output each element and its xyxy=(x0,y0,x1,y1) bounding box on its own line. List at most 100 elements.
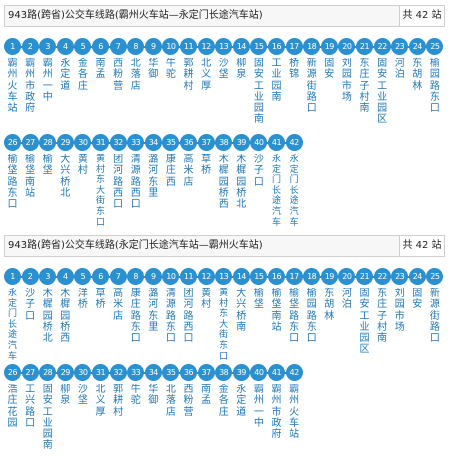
bus-stop[interactable]: 24 固安 xyxy=(408,268,426,360)
bus-stop[interactable]: 32 团河路西口 xyxy=(109,134,127,226)
bus-stop[interactable]: 29 柳泉 xyxy=(56,364,74,456)
bus-stop[interactable]: 34 华御 xyxy=(144,364,162,456)
bus-stop[interactable]: 38 金各庄 xyxy=(215,364,233,456)
bus-stop[interactable]: 38 木樨园桥西 xyxy=(215,134,233,226)
bus-stop[interactable]: 41 永定门长途汽车站 xyxy=(268,134,285,226)
bus-stop[interactable]: 21 固安工业园区 xyxy=(356,268,373,360)
bus-stop[interactable]: 12 黄村 xyxy=(197,268,215,360)
bus-stop[interactable]: 19 东胡林 xyxy=(320,268,338,360)
bus-stop[interactable]: 28 固安工业园南 xyxy=(39,364,57,456)
bus-stop[interactable]: 16 工业园南 xyxy=(268,38,285,130)
bus-stop[interactable]: 27 工兴路口 xyxy=(21,364,39,456)
bus-stop[interactable]: 9 华御 xyxy=(144,38,162,130)
bus-stop[interactable]: 8 北落店 xyxy=(127,38,145,130)
bus-stop[interactable]: 1 永定门长途汽车站 xyxy=(4,268,21,360)
bus-stop[interactable]: 35 康庄西 xyxy=(162,134,180,226)
bus-stop[interactable]: 5 洋桥 xyxy=(74,268,92,360)
bus-stop[interactable]: 9 潞河东里 xyxy=(144,268,162,360)
bus-stop[interactable]: 2 沙子口 xyxy=(21,268,39,360)
bus-stop[interactable]: 42 霸州火车站 xyxy=(285,364,303,456)
bus-stop[interactable]: 28 榆垡 xyxy=(39,134,57,226)
bus-stop[interactable]: 7 西粉营 xyxy=(109,38,127,130)
bus-stop[interactable]: 6 南孟 xyxy=(92,38,109,130)
bus-stop[interactable]: 12 北义厚 xyxy=(197,38,215,130)
bus-stop[interactable]: 27 榆垡南站 xyxy=(21,134,39,226)
bus-stop[interactable]: 22 东庄子村南 xyxy=(373,268,391,360)
bus-stop[interactable]: 22 固安工业园区 xyxy=(373,38,391,130)
bus-stop[interactable]: 23 河泊 xyxy=(391,38,409,130)
bus-stop[interactable]: 29 大兴桥北 xyxy=(56,134,74,226)
stop-name: 木樨园桥北 xyxy=(236,154,247,211)
bus-stop[interactable]: 11 郭耕村 xyxy=(180,38,197,130)
bus-stop[interactable]: 20 刘园市场 xyxy=(338,38,356,130)
stop-number-badge: 16 xyxy=(268,38,285,55)
bus-stop[interactable]: 25 新源街路口 xyxy=(426,268,444,360)
bus-stop[interactable]: 26 榆垡路东口 xyxy=(4,134,21,226)
stop-number-badge: 19 xyxy=(320,38,338,55)
bus-stop[interactable]: 33 牛驼 xyxy=(127,364,145,456)
bus-stop[interactable]: 32 郭耕村 xyxy=(109,364,127,456)
bus-stop[interactable]: 39 木樨园桥北 xyxy=(232,134,250,226)
bus-stop[interactable]: 35 北落店 xyxy=(162,364,180,456)
bus-stop[interactable]: 17 桥锦 xyxy=(285,38,303,130)
bus-stop[interactable]: 36 西粉营 xyxy=(180,364,197,456)
bus-stop[interactable]: 34 潞河东里 xyxy=(144,134,162,226)
bus-stop[interactable]: 26 浩庄花园 xyxy=(4,364,21,456)
bus-stop[interactable]: 37 草桥 xyxy=(197,134,215,226)
stop-number-badge: 23 xyxy=(391,268,409,285)
bus-stop[interactable]: 39 永定道 xyxy=(232,364,250,456)
bus-stop[interactable]: 8 康庄路东口 xyxy=(127,268,145,360)
bus-stop[interactable]: 31 黄村东大街东口 xyxy=(92,134,109,226)
bus-stop[interactable]: 14 柳泉 xyxy=(232,38,250,130)
stop-number-badge: 2 xyxy=(21,268,39,285)
stop-name: 洋桥 xyxy=(77,288,88,311)
bus-stop[interactable]: 16 榆垡南站 xyxy=(268,268,285,360)
stop-number-badge: 7 xyxy=(109,268,127,285)
bus-stop[interactable]: 4 永定道 xyxy=(56,38,74,130)
stop-number-badge: 39 xyxy=(232,364,250,381)
bus-stop[interactable]: 40 霸州一中 xyxy=(250,364,268,456)
bus-stop[interactable]: 17 榆垡路东口 xyxy=(285,268,303,360)
bus-stop[interactable]: 13 沙垡 xyxy=(215,38,233,130)
bus-stop[interactable]: 5 金各庄 xyxy=(74,38,92,130)
bus-stop[interactable]: 4 木樨园桥西 xyxy=(56,268,74,360)
bus-stop[interactable]: 25 榆园路东口 xyxy=(426,38,444,130)
bus-stop[interactable]: 18 榆园路东口 xyxy=(303,268,321,360)
bus-stop[interactable]: 36 高米店 xyxy=(180,134,197,226)
bus-stop[interactable]: 10 牛驼 xyxy=(162,38,180,130)
bus-stop[interactable]: 7 高米店 xyxy=(109,268,127,360)
bus-stop[interactable]: 14 大兴桥南 xyxy=(232,268,250,360)
bus-stop[interactable]: 23 刘园市场 xyxy=(391,268,409,360)
bus-stop[interactable]: 6 草桥 xyxy=(92,268,109,360)
stop-name: 西粉营 xyxy=(113,58,124,92)
bus-stop[interactable]: 24 东胡林 xyxy=(408,38,426,130)
bus-stop[interactable]: 42 永定门长途汽车站 xyxy=(285,134,303,226)
bus-stop[interactable]: 21 东庄子村南 xyxy=(356,38,373,130)
bus-stop[interactable]: 15 榆垡 xyxy=(250,268,268,360)
bus-stop[interactable]: 11 团河路西口 xyxy=(180,268,197,360)
stop-number-badge: 8 xyxy=(127,38,145,55)
route-header: 943路(跨省)公交车线路(霸州火车站—永定门长途汽车站) 共 42 站 xyxy=(4,5,445,27)
stop-name: 霸州市政府 xyxy=(271,384,282,441)
bus-stop[interactable]: 37 南孟 xyxy=(197,364,215,456)
stop-number-badge: 28 xyxy=(39,134,57,151)
bus-stop[interactable]: 40 沙子口 xyxy=(250,134,268,226)
bus-stop[interactable]: 19 固安 xyxy=(320,38,338,130)
bus-stop[interactable]: 10 清源路东口 xyxy=(162,268,180,360)
bus-stop[interactable]: 30 黄村 xyxy=(74,134,92,226)
bus-stop[interactable]: 1 霸州火车站 xyxy=(4,38,21,130)
stop-name: 北落店 xyxy=(130,58,141,92)
stop-number-badge: 23 xyxy=(391,38,409,55)
bus-stop[interactable]: 15 固安工业园南 xyxy=(250,38,268,130)
bus-stop[interactable]: 41 霸州市政府 xyxy=(268,364,285,456)
bus-stop[interactable]: 3 木樨园桥北 xyxy=(39,268,57,360)
bus-stop[interactable]: 3 霸州一中 xyxy=(39,38,57,130)
stop-name: 华御 xyxy=(148,384,159,407)
bus-stop[interactable]: 33 清源路西口 xyxy=(127,134,145,226)
bus-stop[interactable]: 20 河泊 xyxy=(338,268,356,360)
bus-stop[interactable]: 31 北义厚 xyxy=(92,364,109,456)
bus-stop[interactable]: 13 黄村东大街东口 xyxy=(215,268,233,360)
bus-stop[interactable]: 18 新源街路口 xyxy=(303,38,321,130)
bus-stop[interactable]: 30 沙垡 xyxy=(74,364,92,456)
bus-stop[interactable]: 2 霸州市政府 xyxy=(21,38,39,130)
